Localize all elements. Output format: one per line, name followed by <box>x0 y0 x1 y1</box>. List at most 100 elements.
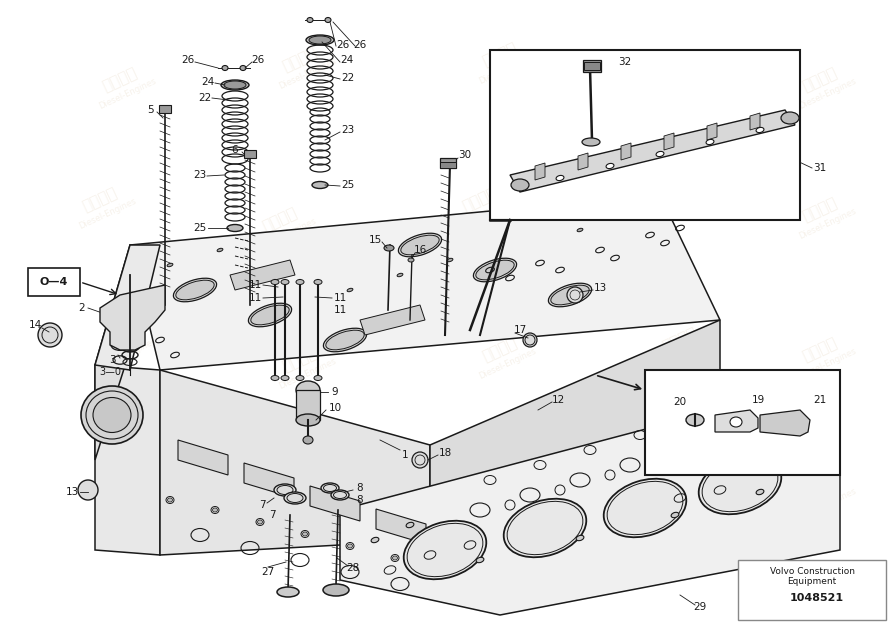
Ellipse shape <box>312 182 328 189</box>
Ellipse shape <box>406 522 414 528</box>
Polygon shape <box>95 245 130 460</box>
Text: 6: 6 <box>231 145 239 155</box>
Bar <box>645 370 840 475</box>
Text: 15: 15 <box>368 235 382 245</box>
Text: Diesel-Engines: Diesel-Engines <box>258 217 319 251</box>
Bar <box>440 162 456 168</box>
Text: Diesel-Engines: Diesel-Engines <box>797 347 858 381</box>
Ellipse shape <box>274 484 296 496</box>
Bar <box>159 105 171 113</box>
Text: 8: 8 <box>357 495 363 505</box>
Ellipse shape <box>331 490 349 500</box>
Text: Diesel-Engines: Diesel-Engines <box>77 197 138 231</box>
Polygon shape <box>510 110 795 192</box>
Text: 5: 5 <box>147 105 153 115</box>
Circle shape <box>567 287 583 303</box>
Ellipse shape <box>176 280 214 300</box>
Ellipse shape <box>576 535 584 541</box>
Ellipse shape <box>296 414 320 426</box>
Polygon shape <box>310 486 360 521</box>
Text: 25: 25 <box>193 223 206 233</box>
Text: 20: 20 <box>674 397 686 407</box>
Text: 32: 32 <box>619 57 632 67</box>
Ellipse shape <box>323 328 367 352</box>
Text: 30: 30 <box>458 150 472 160</box>
Ellipse shape <box>227 225 243 231</box>
Polygon shape <box>244 463 294 498</box>
Ellipse shape <box>221 80 249 90</box>
Ellipse shape <box>730 417 742 427</box>
Ellipse shape <box>323 584 349 596</box>
Text: 17: 17 <box>514 325 527 335</box>
Ellipse shape <box>326 330 364 350</box>
Text: 2: 2 <box>78 303 85 313</box>
Ellipse shape <box>404 521 486 579</box>
Text: 26: 26 <box>251 55 264 65</box>
Ellipse shape <box>281 376 289 381</box>
Ellipse shape <box>706 140 714 145</box>
Bar <box>440 158 456 168</box>
Ellipse shape <box>816 467 824 472</box>
Text: 紧发动力: 紧发动力 <box>260 206 300 235</box>
Polygon shape <box>360 305 425 335</box>
Text: 10: 10 <box>328 403 342 413</box>
Circle shape <box>38 323 62 347</box>
Ellipse shape <box>314 279 322 284</box>
Text: 14: 14 <box>28 320 42 330</box>
Ellipse shape <box>240 65 246 70</box>
Ellipse shape <box>296 381 320 399</box>
Text: 紧发动力: 紧发动力 <box>660 465 700 494</box>
Text: 紧发动力: 紧发动力 <box>800 476 839 504</box>
Text: 9: 9 <box>332 387 338 397</box>
Text: Diesel-Engines: Diesel-Engines <box>457 197 518 231</box>
Polygon shape <box>760 410 810 436</box>
Ellipse shape <box>321 483 339 493</box>
Polygon shape <box>664 133 674 150</box>
Ellipse shape <box>671 512 679 518</box>
Ellipse shape <box>347 544 352 548</box>
Ellipse shape <box>384 245 394 251</box>
Ellipse shape <box>686 414 704 426</box>
Ellipse shape <box>309 36 331 44</box>
Ellipse shape <box>577 228 583 231</box>
Ellipse shape <box>371 537 379 543</box>
Text: Diesel-Engines: Diesel-Engines <box>478 347 538 381</box>
Ellipse shape <box>119 314 141 332</box>
Ellipse shape <box>447 259 453 262</box>
Ellipse shape <box>408 258 414 262</box>
Circle shape <box>78 480 98 500</box>
Polygon shape <box>178 440 228 475</box>
Text: Diesel-Engines: Diesel-Engines <box>478 487 538 521</box>
Text: 紧发动力: 紧发动力 <box>800 196 839 225</box>
Text: 紧发动力: 紧发动力 <box>101 65 140 94</box>
Ellipse shape <box>637 213 643 217</box>
Ellipse shape <box>224 81 246 89</box>
Ellipse shape <box>296 376 304 381</box>
Text: 11: 11 <box>248 293 262 303</box>
Polygon shape <box>230 260 295 290</box>
Text: 22: 22 <box>342 73 354 83</box>
Polygon shape <box>578 153 588 170</box>
Text: 21: 21 <box>813 395 827 405</box>
Text: Diesel-Engines: Diesel-Engines <box>98 477 158 511</box>
Ellipse shape <box>281 279 289 284</box>
Text: Diesel-Engines: Diesel-Engines <box>98 337 158 371</box>
Ellipse shape <box>303 532 308 536</box>
Text: Diesel-Engines: Diesel-Engines <box>278 357 338 391</box>
Bar <box>244 150 256 158</box>
Text: Diesel-Engines: Diesel-Engines <box>658 337 718 371</box>
Text: 26: 26 <box>353 40 367 50</box>
Text: 27: 27 <box>262 567 275 577</box>
Ellipse shape <box>271 279 279 284</box>
Text: 25: 25 <box>342 180 354 190</box>
Ellipse shape <box>473 259 516 282</box>
Text: Diesel-Engines: Diesel-Engines <box>478 52 538 86</box>
Text: 11: 11 <box>248 280 262 290</box>
Ellipse shape <box>606 164 614 169</box>
Ellipse shape <box>556 175 564 181</box>
Text: 26: 26 <box>336 40 350 50</box>
Ellipse shape <box>222 65 228 70</box>
Text: 13: 13 <box>65 487 78 497</box>
Ellipse shape <box>213 508 217 512</box>
Ellipse shape <box>603 479 686 537</box>
